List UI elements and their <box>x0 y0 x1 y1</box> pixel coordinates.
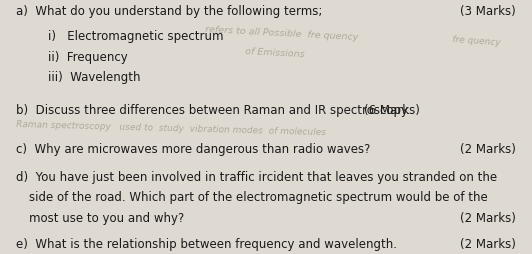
Text: e)  What is the relationship between frequency and wavelength.: e) What is the relationship between freq… <box>16 237 397 250</box>
Text: a)  What do you understand by the following terms;: a) What do you understand by the followi… <box>16 5 322 18</box>
Text: i)   Electromagnetic spectrum: i) Electromagnetic spectrum <box>48 30 223 43</box>
Text: fre quency: fre quency <box>452 35 501 47</box>
Text: c)  Why are microwaves more dangerous than radio waves?: c) Why are microwaves more dangerous tha… <box>16 142 370 155</box>
Text: ii)  Frequency: ii) Frequency <box>48 51 128 64</box>
Text: most use to you and why?: most use to you and why? <box>29 211 185 224</box>
Text: side of the road. Which part of the electromagnetic spectrum would be of the: side of the road. Which part of the elec… <box>29 190 488 203</box>
Text: b)  Discuss three differences between Raman and IR spectroscopy.: b) Discuss three differences between Ram… <box>16 104 410 117</box>
Text: (6 Marks): (6 Marks) <box>364 104 420 117</box>
Text: (2 Marks): (2 Marks) <box>460 211 516 224</box>
Text: Raman spectroscopy   used to  study  vibration modes  of molecules: Raman spectroscopy used to study vibrati… <box>16 120 326 137</box>
Text: refers to all Possible  fre quency: refers to all Possible fre quency <box>205 25 359 42</box>
Text: d)  You have just been involved in traffic ir​cident that leaves you stranded on: d) You have just been involved in traffi… <box>16 170 497 183</box>
Text: iii)  Wavelength: iii) Wavelength <box>48 71 140 84</box>
Text: (2 Marks): (2 Marks) <box>460 142 516 155</box>
Text: of Emissions: of Emissions <box>245 46 305 59</box>
Text: (2 Marks): (2 Marks) <box>460 237 516 250</box>
Text: (3 Marks): (3 Marks) <box>460 5 516 18</box>
